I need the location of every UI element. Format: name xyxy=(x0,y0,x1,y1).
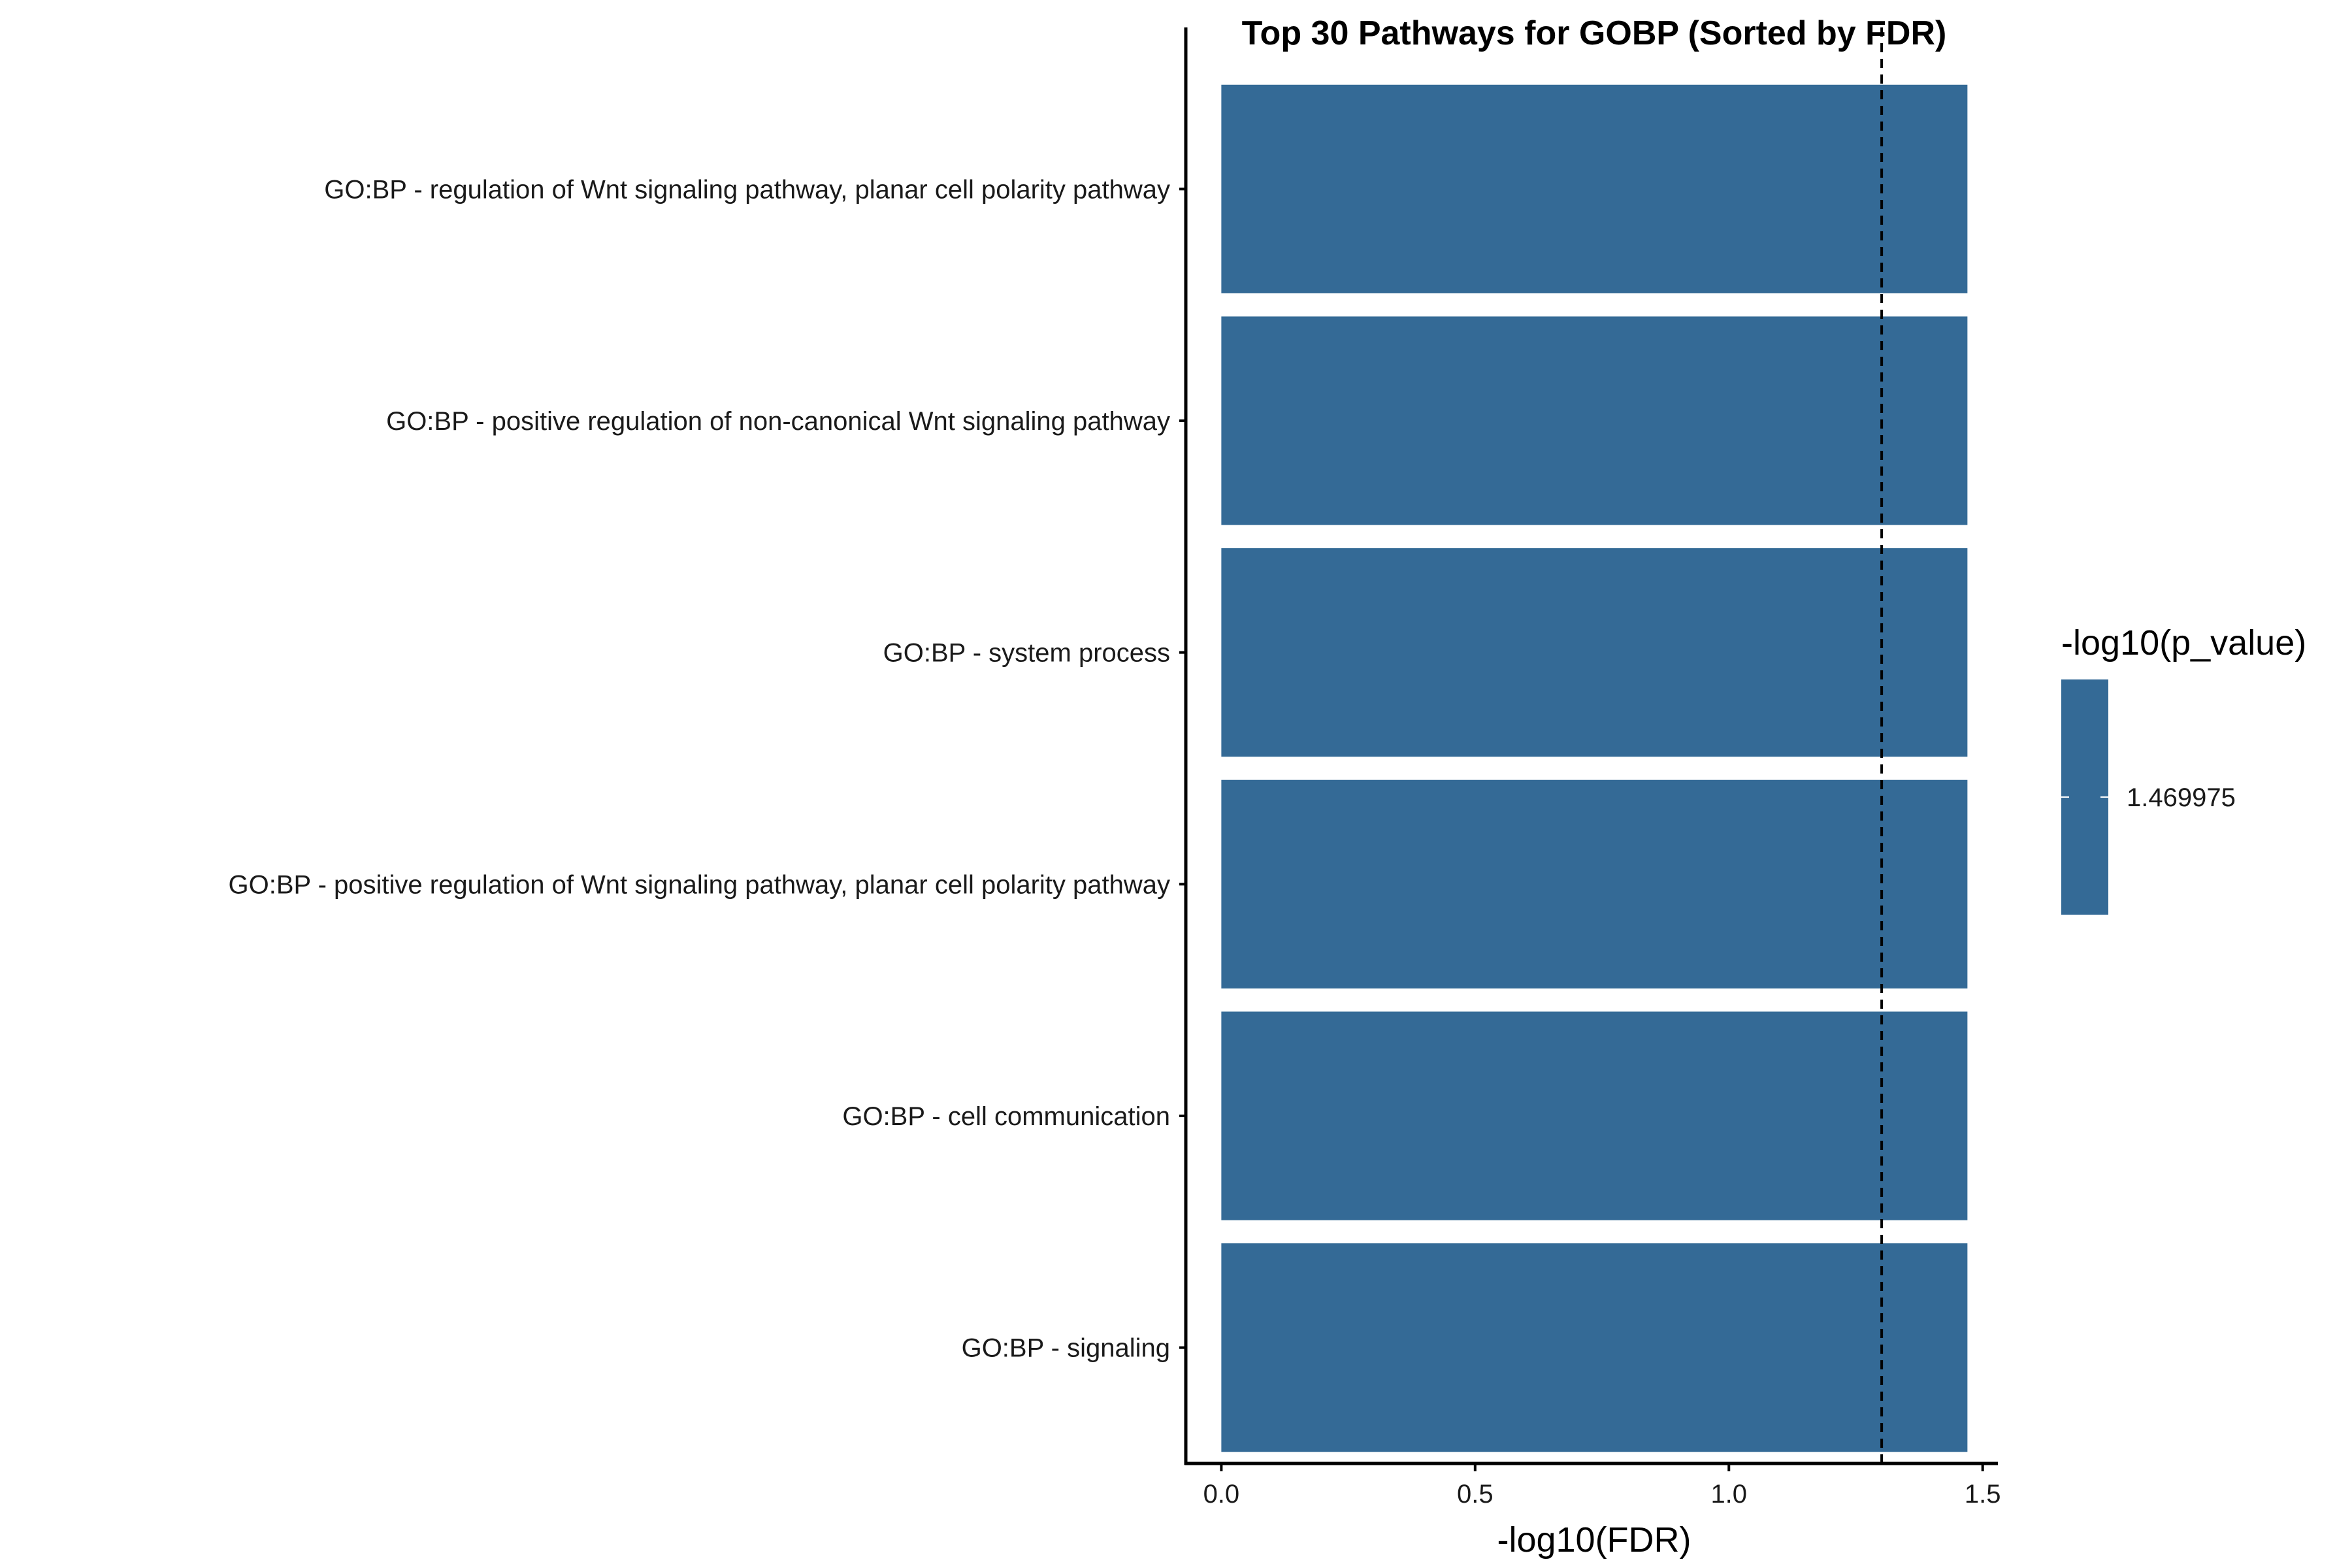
x-tick-label-1: 0.5 xyxy=(1457,1480,1494,1509)
bar-3 xyxy=(1221,779,1968,988)
x-tick-label-0: 0.0 xyxy=(1203,1480,1240,1509)
bar-1 xyxy=(1221,316,1968,525)
legend: -log10(p_value) 1.469975 xyxy=(2061,623,2306,915)
bar-0 xyxy=(1221,84,1968,293)
x-tick-label-2: 1.0 xyxy=(1710,1480,1747,1509)
category-label-1: GO:BP - positive regulation of non-canon… xyxy=(386,407,1170,436)
chart-title: Top 30 Pathways for GOBP (Sorted by FDR) xyxy=(1242,14,1947,52)
category-label-0: GO:BP - regulation of Wnt signaling path… xyxy=(324,175,1170,204)
category-label-5: GO:BP - signaling xyxy=(962,1334,1170,1363)
bar-4 xyxy=(1221,1011,1968,1220)
x-axis-title: -log10(FDR) xyxy=(1497,1520,1691,1560)
legend-label-0: 1.469975 xyxy=(2127,783,2236,812)
category-label-3: GO:BP - positive regulation of Wnt signa… xyxy=(229,870,1170,899)
bar-5 xyxy=(1221,1243,1968,1452)
bar-2 xyxy=(1221,548,1968,757)
plot-area: GO:BP - regulation of Wnt signaling path… xyxy=(229,27,2001,1509)
legend-title: -log10(p_value) xyxy=(2061,623,2306,662)
category-label-4: GO:BP - cell communication xyxy=(842,1102,1170,1131)
category-label-2: GO:BP - system process xyxy=(883,639,1170,668)
x-tick-label-3: 1.5 xyxy=(1965,1480,2001,1509)
